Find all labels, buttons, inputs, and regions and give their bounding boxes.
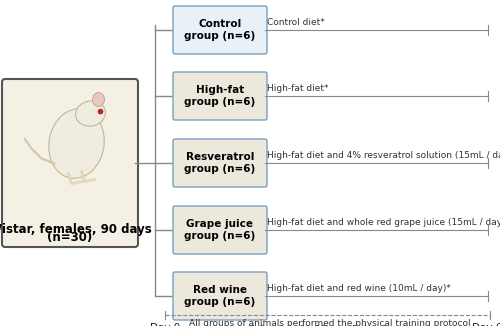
Text: High-fat diet and whole red grape juice (15mL / day)*: High-fat diet and whole red grape juice … xyxy=(267,218,500,227)
Circle shape xyxy=(98,109,103,114)
Text: High-fat
group (n=6): High-fat group (n=6) xyxy=(184,85,256,107)
Text: Control diet*: Control diet* xyxy=(267,18,325,27)
Text: High-fat diet and red wine (10mL / day)*: High-fat diet and red wine (10mL / day)* xyxy=(267,284,451,293)
Ellipse shape xyxy=(48,109,104,178)
Text: (1.0 m/min for 10 min, 5 days/week): (1.0 m/min for 10 min, 5 days/week) xyxy=(248,325,412,326)
Text: (n=30): (n=30) xyxy=(48,231,92,244)
Text: Wistar, females, 90 days: Wistar, females, 90 days xyxy=(0,223,152,236)
Text: Control
group (n=6): Control group (n=6) xyxy=(184,19,256,41)
Ellipse shape xyxy=(76,101,106,126)
Text: High-fat diet*: High-fat diet* xyxy=(267,84,328,93)
Text: All groups of animals performed the physical training protocol: All groups of animals performed the phys… xyxy=(189,319,471,326)
Text: High-fat diet and 4% resveratrol solution (15mL / day)*: High-fat diet and 4% resveratrol solutio… xyxy=(267,151,500,160)
FancyBboxPatch shape xyxy=(173,272,267,320)
FancyBboxPatch shape xyxy=(173,206,267,254)
Text: Red wine
group (n=6): Red wine group (n=6) xyxy=(184,285,256,307)
Ellipse shape xyxy=(92,93,104,107)
Text: Resveratrol
group (n=6): Resveratrol group (n=6) xyxy=(184,152,256,174)
FancyBboxPatch shape xyxy=(173,72,267,120)
Text: Grape juice
group (n=6): Grape juice group (n=6) xyxy=(184,219,256,241)
FancyBboxPatch shape xyxy=(2,79,138,247)
Text: Day 0: Day 0 xyxy=(150,323,180,326)
FancyBboxPatch shape xyxy=(173,6,267,54)
Text: Day 60: Day 60 xyxy=(472,323,500,326)
FancyBboxPatch shape xyxy=(173,139,267,187)
